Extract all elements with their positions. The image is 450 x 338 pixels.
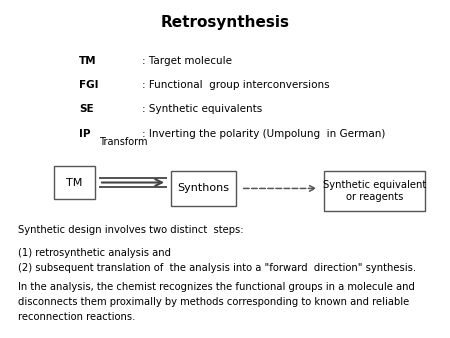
Text: : Synthetic equivalents: : Synthetic equivalents (142, 104, 262, 115)
Bar (171, 171, 236, 206)
Text: : Functional  group interconversions: : Functional group interconversions (142, 80, 329, 90)
Text: TM: TM (66, 177, 82, 188)
Text: In the analysis, the chemist recognizes the functional groups in a molecule and
: In the analysis, the chemist recognizes … (18, 282, 415, 322)
Text: FGI: FGI (79, 80, 98, 90)
Text: Transform: Transform (99, 137, 148, 147)
Text: Retrosynthesis: Retrosynthesis (161, 15, 289, 30)
Text: : Target molecule: : Target molecule (142, 56, 232, 66)
Text: TM: TM (79, 56, 96, 66)
Text: : Inverting the polarity (Umpolung  in German): : Inverting the polarity (Umpolung in Ge… (142, 129, 385, 139)
Text: Synthetic equivalent
or reagents: Synthetic equivalent or reagents (323, 180, 426, 202)
Text: Synthons: Synthons (178, 184, 230, 193)
Bar (54, 166, 94, 199)
Text: IP: IP (79, 129, 90, 139)
Text: (1) retrosynthetic analysis and
(2) subsequent translation of  the analysis into: (1) retrosynthetic analysis and (2) subs… (18, 248, 416, 273)
Text: Synthetic design involves two distinct  steps:: Synthetic design involves two distinct s… (18, 225, 243, 235)
Text: SE: SE (79, 104, 94, 115)
Bar (324, 171, 425, 211)
